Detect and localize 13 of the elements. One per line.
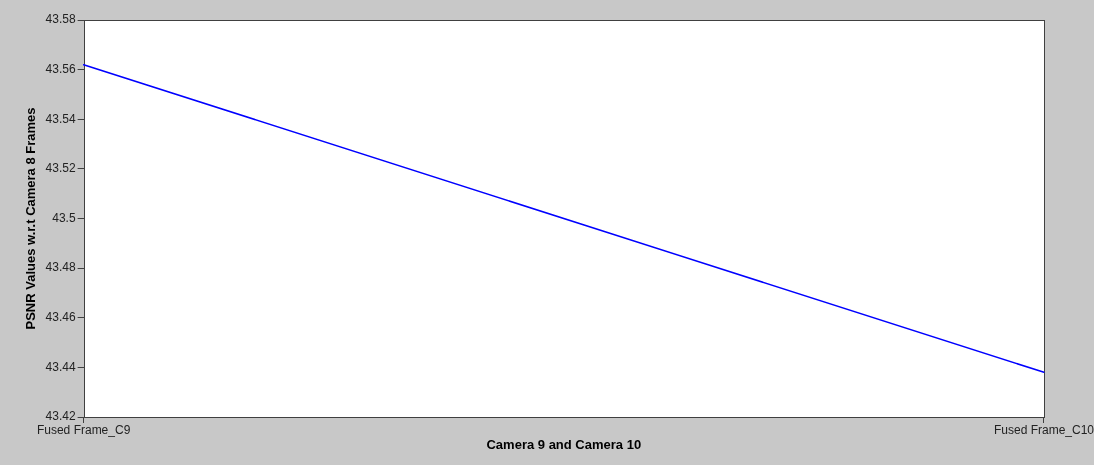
x-tick-label: Fused Frame_C9 (36, 422, 131, 437)
y-tick-label: 43.58 (45, 12, 76, 27)
y-tick-label: 43.5 (52, 210, 76, 225)
y-tick-label: 43.54 (45, 111, 76, 126)
x-axis-title: Camera 9 and Camera 10 (486, 436, 642, 452)
y-tick-label: 43.44 (45, 359, 76, 374)
y-tick-label: 43.46 (45, 310, 76, 325)
y-axis-title: PSNR Values w.r.t Camera 8 Frames (23, 107, 39, 330)
y-tick-label: 43.48 (45, 260, 76, 275)
x-tick-label: Fused Frame_C10 (993, 422, 1094, 437)
y-tick-label: 43.42 (45, 409, 76, 424)
y-tick-label: 43.56 (45, 61, 76, 76)
y-tick-label: 43.52 (45, 161, 76, 176)
